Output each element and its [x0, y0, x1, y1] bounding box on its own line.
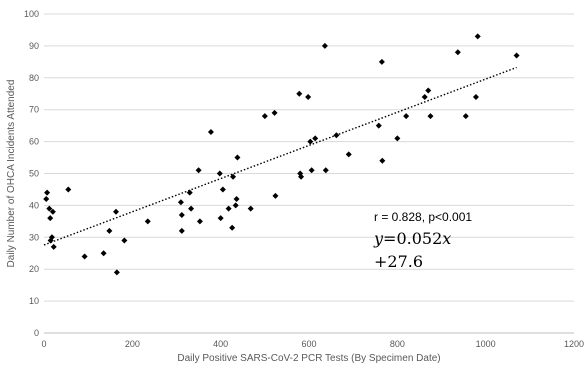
data-point: [462, 113, 469, 120]
data-point: [312, 135, 319, 142]
regression-equation: 𝑦=0.052𝑥: [373, 229, 451, 248]
data-point: [230, 173, 237, 180]
data-point: [43, 196, 50, 203]
data-point: [225, 205, 232, 212]
data-point: [121, 237, 128, 244]
data-point: [271, 109, 278, 116]
x-tick-label: 200: [125, 339, 140, 349]
x-tick-label: 800: [390, 339, 405, 349]
data-point: [472, 93, 479, 100]
data-point: [454, 49, 461, 56]
x-tick-label: 400: [213, 339, 228, 349]
y-tick-label: 0: [34, 328, 39, 338]
data-point: [100, 250, 107, 257]
data-point: [425, 87, 432, 94]
data-point: [427, 113, 434, 120]
data-point: [421, 93, 428, 100]
data-point: [307, 138, 314, 145]
data-point: [298, 173, 305, 180]
gridlines: [44, 13, 574, 302]
data-point: [247, 205, 254, 212]
x-tick-label: 600: [301, 339, 316, 349]
y-tick-label: 90: [29, 41, 39, 51]
data-point: [178, 211, 185, 218]
data-point: [474, 33, 481, 40]
data-point: [144, 218, 151, 225]
data-point: [305, 93, 312, 100]
y-tick-label: 20: [29, 264, 39, 274]
data-point: [219, 186, 226, 193]
data-point: [207, 129, 214, 136]
x-tick-label: 0: [41, 339, 46, 349]
data-point: [394, 135, 401, 142]
data-point: [81, 253, 88, 260]
correlation-annotation: r = 0.828, p<0.001: [374, 210, 472, 224]
data-point: [47, 215, 54, 222]
data-point: [113, 269, 120, 276]
y-axis-title: Daily Number of OHCA Incidents Attended: [6, 80, 17, 268]
data-point: [46, 205, 53, 212]
data-point: [49, 208, 56, 215]
data-point: [50, 243, 57, 250]
y-tick-label: 40: [29, 200, 39, 210]
data-point: [333, 132, 340, 139]
data-point: [308, 167, 315, 174]
data-points: [43, 33, 520, 276]
data-point: [216, 170, 223, 177]
y-tick-label: 30: [29, 232, 39, 242]
data-point: [378, 58, 385, 65]
data-point: [513, 52, 520, 59]
data-point: [65, 186, 72, 193]
data-point: [272, 192, 279, 199]
data-point: [232, 202, 239, 209]
data-point: [345, 151, 352, 158]
data-point: [233, 196, 240, 203]
data-point: [112, 208, 119, 215]
y-tick-label: 50: [29, 169, 39, 179]
y-axis-ticks: 0 10 20 30 40 50 60 70 80 90 100: [24, 9, 39, 338]
x-tick-label: 1200: [564, 339, 584, 349]
data-point: [178, 227, 185, 234]
data-point: [186, 189, 193, 196]
y-tick-label: 10: [29, 296, 39, 306]
data-point: [321, 42, 328, 49]
y-tick-label: 60: [29, 137, 39, 147]
data-point: [106, 227, 113, 234]
data-point: [322, 167, 329, 174]
x-axis-ticks: 0 200 400 600 800 1000 1200: [41, 339, 584, 349]
data-point: [403, 113, 410, 120]
data-point: [229, 224, 236, 231]
trendline: [43, 66, 517, 246]
data-point: [296, 90, 303, 97]
data-point: [261, 113, 268, 120]
y-tick-label: 80: [29, 73, 39, 83]
regression-intercept: +27.6: [374, 252, 423, 271]
data-point: [379, 157, 386, 164]
data-point: [234, 154, 241, 161]
data-point: [195, 167, 202, 174]
data-point: [188, 205, 195, 212]
data-point: [44, 189, 51, 196]
x-tick-label: 1000: [476, 339, 496, 349]
data-point: [217, 215, 224, 222]
data-point: [177, 199, 184, 206]
data-point: [196, 218, 203, 225]
y-tick-label: 100: [24, 9, 39, 19]
data-point: [48, 234, 55, 241]
data-point: [375, 122, 382, 129]
y-tick-label: 70: [29, 105, 39, 115]
x-axis-title: Daily Positive SARS-CoV-2 PCR Tests (By …: [177, 353, 440, 364]
